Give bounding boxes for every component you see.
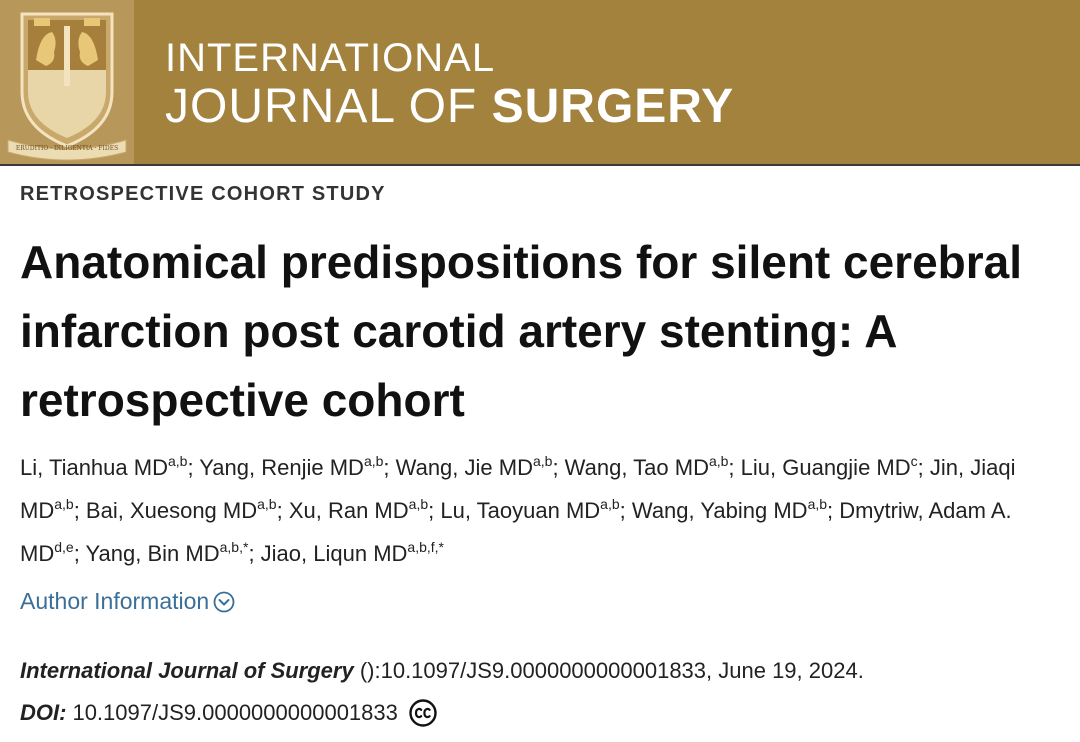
author-name[interactable]: Xu, Ran MD [288, 498, 409, 523]
author-name[interactable]: Wang, Yabing MD [631, 498, 808, 523]
author-affiliation: c [910, 453, 918, 469]
journal-title-line2-bold: SURGERY [491, 80, 735, 133]
author-affiliation: a,b,f,* [407, 539, 445, 555]
author-name[interactable]: Wang, Jie MD [395, 455, 533, 480]
author-affiliation: a,b [600, 496, 620, 512]
journal-title-line2: JOURNAL OF SURGERY [165, 80, 734, 134]
author-affiliation: a,b [807, 496, 828, 512]
article-type-label: RETROSPECTIVE COHORT STUDY [20, 183, 386, 205]
citation-journal[interactable]: International Journal of Surgery [20, 658, 354, 683]
author-entry: Liu, Guangjie MDc [740, 453, 918, 480]
author-affiliation: a,b [532, 453, 553, 469]
journal-title-line2-light: JOURNAL OF [165, 80, 492, 133]
logo-motto: ERUDITIO · DILIGENTIA · FIDES [16, 145, 118, 152]
author-list: Li, Tianhua MDa,b; Yang, Renjie MDa,b; W… [20, 453, 1016, 566]
author-name[interactable]: Jiao, Liqun MD [260, 541, 408, 566]
author-affiliation: d,e [54, 539, 74, 555]
journal-title[interactable]: INTERNATIONAL JOURNAL OF SURGERY [165, 38, 734, 134]
author-entry: Lu, Taoyuan MDa,b [440, 496, 620, 523]
author-name[interactable]: Liu, Guangjie MD [740, 455, 911, 480]
author-entry: Jiao, Liqun MDa,b,f,* [260, 539, 445, 566]
article-title: Anatomical predispositions for silent ce… [20, 236, 1023, 426]
author-affiliation: a,b [167, 453, 188, 469]
author-name[interactable]: Li, Tianhua MD [20, 455, 168, 480]
chevron-down-circle-icon[interactable] [213, 591, 235, 613]
author-entry: Wang, Jie MDa,b [395, 453, 553, 480]
citation-line: International Journal of Surgery ():10.1… [20, 658, 864, 684]
author-affiliation: a,b [257, 496, 277, 512]
author-affiliation: a,b,* [219, 539, 249, 555]
doi-label: DOI: [20, 700, 67, 725]
author-entry: Bai, Xuesong MDa,b [85, 496, 277, 523]
author-name[interactable]: Jin, Jiaqi MD [20, 455, 1016, 523]
author-name[interactable]: Bai, Xuesong MD [85, 498, 258, 523]
journal-title-line1: INTERNATIONAL [165, 36, 496, 80]
citation-details: ():10.1097/JS9.0000000000001833, June 19… [353, 658, 864, 683]
author-affiliation: a,b [708, 453, 729, 469]
author-entry: Yang, Bin MDa,b,* [85, 539, 249, 566]
author-name[interactable]: Wang, Tao MD [564, 455, 709, 480]
author-entry: Wang, Tao MDa,b [564, 453, 729, 480]
author-information-label: Author Information [20, 588, 210, 614]
author-entry: Li, Tianhua MDa,b [20, 453, 188, 480]
author-information-toggle[interactable]: Author Information [20, 588, 235, 615]
author-entry: Dmytriw, Adam A. MDd,e [20, 498, 1012, 566]
doi-line: DOI: 10.1097/JS9.0000000000001833 [20, 698, 438, 728]
author-name[interactable]: Yang, Bin MD [85, 541, 220, 566]
doi-value[interactable]: 10.1097/JS9.0000000000001833 [72, 700, 398, 725]
author-name[interactable]: Dmytriw, Adam A. MD [20, 498, 1012, 566]
cc-icon[interactable] [408, 698, 438, 728]
author-affiliation: a,b [363, 453, 384, 469]
author-name[interactable]: Yang, Renjie MD [199, 455, 364, 480]
author-entry: Xu, Ran MDa,b [288, 496, 429, 523]
journal-banner: ERUDITIO · DILIGENTIA · FIDES INTERNATIO… [0, 0, 1080, 166]
author-entry: Jin, Jiaqi MDa,b [20, 455, 1015, 523]
journal-crest-logo[interactable]: ERUDITIO · DILIGENTIA · FIDES [0, 0, 134, 164]
author-entry: Wang, Yabing MDa,b [631, 496, 828, 523]
author-name[interactable]: Lu, Taoyuan MD [440, 498, 601, 523]
author-affiliation: a,b [408, 496, 429, 512]
author-entry: Yang, Renjie MDa,b [199, 453, 384, 480]
author-affiliation: a,b [54, 496, 74, 512]
